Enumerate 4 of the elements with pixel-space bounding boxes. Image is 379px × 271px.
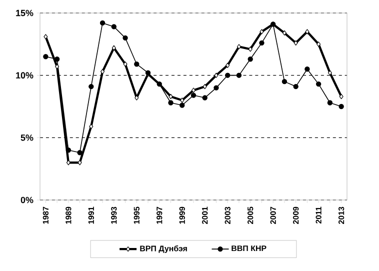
y-tick-label: 5%	[20, 134, 34, 141]
y-tick-label: 15%	[16, 10, 34, 16]
y-tick-label: 0%	[20, 196, 34, 204]
y-tick-label: 10%	[16, 72, 34, 79]
